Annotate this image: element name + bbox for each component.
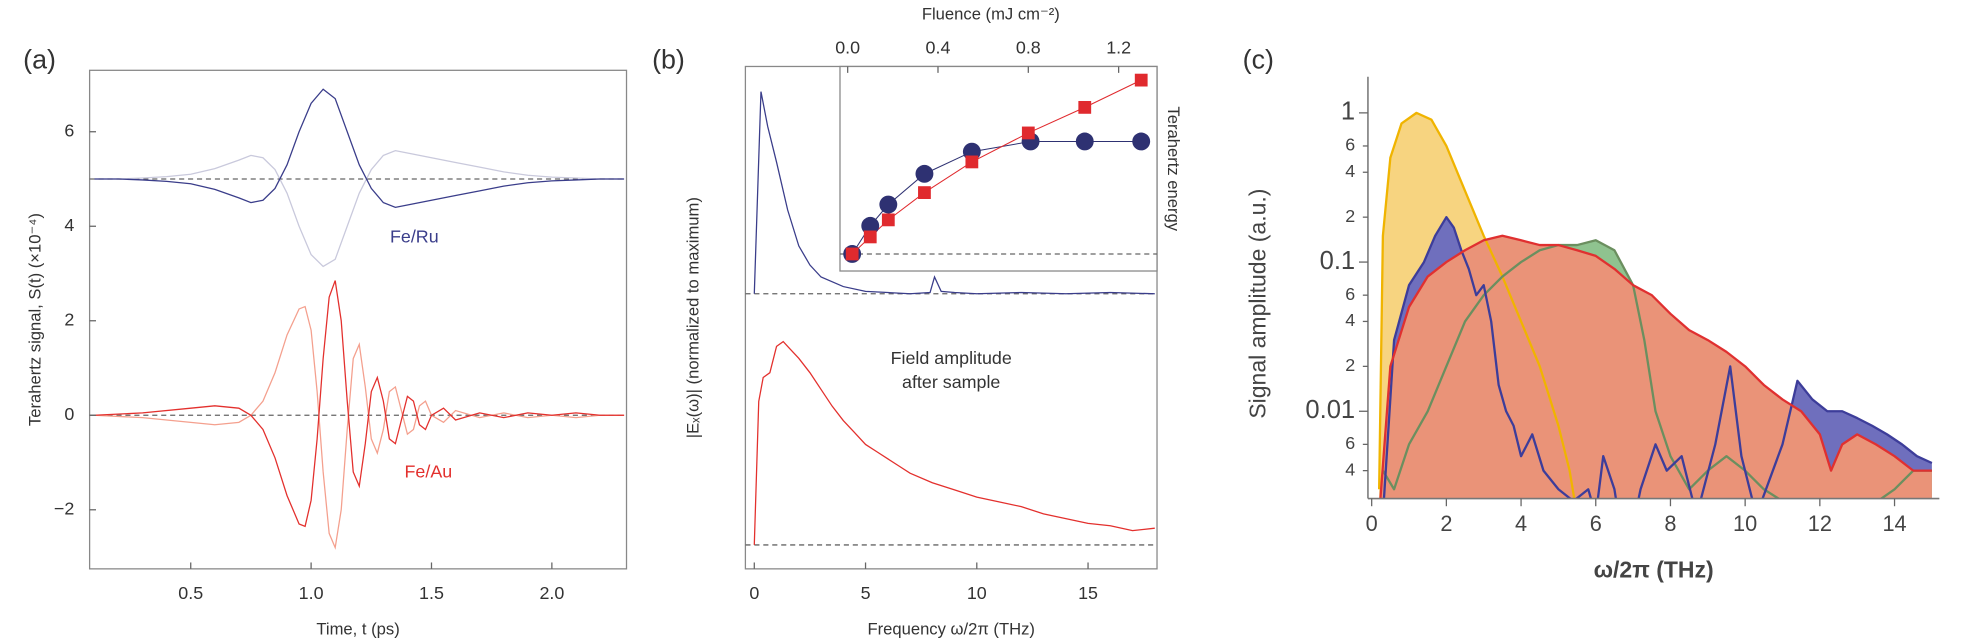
area-fill (1379, 235, 1932, 499)
y-tick-label: 6 (1345, 433, 1355, 453)
x-tick-label: 0 (1366, 511, 1378, 536)
square-marker (1134, 73, 1148, 87)
data-line (94, 305, 625, 550)
x-tick-label: 10 (967, 583, 987, 603)
square-marker (1021, 126, 1035, 140)
y-axis-label: Terahertz signal, S(t) (×10⁻⁴) (25, 213, 44, 426)
plot-frame (88, 69, 628, 570)
y-tick-label: 6 (1345, 135, 1355, 155)
area-outline (1381, 239, 1932, 499)
panel-label: (b) (652, 44, 685, 74)
x-tick-label: 4 (1515, 511, 1527, 536)
x-tick-label: 0.8 (1016, 37, 1041, 57)
y-tick-label: 0.1 (1320, 247, 1356, 275)
area-outline (1382, 216, 1933, 499)
circle-marker (879, 195, 898, 214)
x-axis-label: ω/2π (THz) (1594, 556, 1714, 582)
data-line (94, 280, 625, 528)
y-tick-label: −2 (54, 499, 74, 519)
y-axis-label: Signal amplitude (a.u.) (1244, 189, 1270, 419)
x-tick-label: 8 (1664, 511, 1676, 536)
panel-label: (c) (1243, 44, 1274, 74)
x-tick-label: 1.2 (1106, 37, 1131, 57)
annotation: Fe/Ru (390, 226, 439, 246)
annotation: after sample (902, 372, 1000, 392)
y-tick-label: 4 (64, 215, 74, 235)
x-tick-label: 0 (749, 583, 759, 603)
y-tick-label: 2 (1345, 355, 1355, 375)
data-line (94, 88, 625, 209)
x-tick-label: 6 (1590, 511, 1602, 536)
x-tick-label: 0.5 (178, 583, 203, 603)
panel-label: (a) (23, 44, 56, 74)
square-marker (918, 186, 931, 199)
x-tick-label: 5 (861, 583, 871, 603)
y-tick-label: 2 (64, 309, 74, 329)
x-axis-label: Time, t (ps) (316, 620, 399, 639)
y-tick-label: 1 (1341, 98, 1355, 126)
annotation: Fe/Au (405, 462, 453, 482)
x-tick-label: 0.0 (835, 37, 860, 57)
y-axis-label: |Eₓ(ω)| (normalized to maximum) (684, 197, 703, 438)
y-tick-label: 4 (1345, 310, 1355, 330)
area-outline (1377, 111, 1576, 499)
square-marker (1078, 100, 1092, 114)
square-marker (881, 213, 895, 227)
x-tick-label: 10 (1733, 511, 1757, 536)
x-tick-label: 2 (1440, 511, 1452, 536)
x-axis-label: Frequency ω/2π (THz) (867, 620, 1034, 639)
square-marker (965, 155, 979, 169)
y-tick-label: 0.01 (1305, 396, 1355, 424)
x-tick-label: 1.0 (299, 583, 324, 603)
y-tick-label: 2 (1345, 206, 1355, 226)
data-line (753, 340, 1155, 545)
data-line (94, 149, 625, 268)
x-tick-label: 14 (1882, 511, 1906, 536)
area-outline (1379, 234, 1932, 499)
inset-frame (839, 65, 1158, 272)
y-tick-label: 6 (64, 120, 74, 140)
x-axis-label: Fluence (mJ cm⁻²) (922, 5, 1060, 24)
circle-marker (1132, 132, 1151, 151)
square-marker (845, 247, 859, 261)
square-marker (863, 230, 877, 244)
circle-marker (861, 216, 880, 235)
annotation: Field amplitude (891, 348, 1012, 368)
y-tick-label: 6 (1345, 284, 1355, 304)
x-tick-label: 12 (1808, 511, 1832, 536)
y-tick-label: 0 (64, 404, 74, 424)
y-axis-label: Terahertz energy (1164, 106, 1183, 231)
x-tick-label: 15 (1078, 583, 1098, 603)
x-tick-label: 1.5 (419, 583, 444, 603)
x-tick-label: 0.4 (926, 37, 951, 57)
data-line (753, 91, 1155, 295)
x-tick-label: 2.0 (539, 583, 564, 603)
y-tick-label: 4 (1345, 161, 1355, 181)
y-tick-label: 4 (1345, 459, 1355, 479)
circle-marker (1075, 132, 1094, 151)
circle-marker (915, 164, 934, 183)
